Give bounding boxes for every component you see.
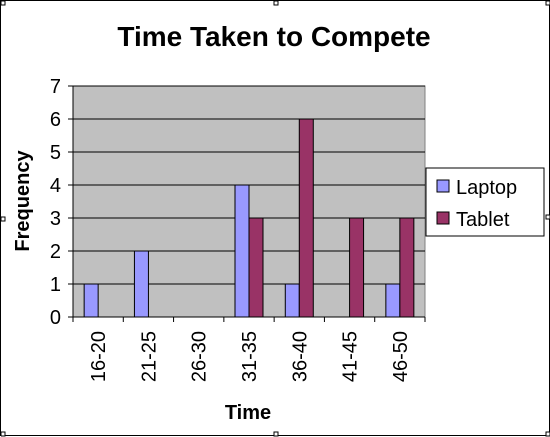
bar-tablet xyxy=(399,217,415,318)
resize-handle-bottom[interactable] xyxy=(273,431,279,437)
bar-laptop xyxy=(284,283,300,318)
y-tick-label: 4 xyxy=(50,175,61,197)
resize-handle-bottom-left[interactable] xyxy=(1,431,6,437)
resize-handle-bottom-right[interactable] xyxy=(545,431,550,437)
x-tick-label: 26-30 xyxy=(189,331,211,382)
bar-laptop xyxy=(234,184,250,318)
y-axis-label: Frequency xyxy=(12,150,34,252)
y-tick-label: 1 xyxy=(50,274,61,296)
x-tick-label: 36-40 xyxy=(289,331,311,382)
legend-swatch-laptop xyxy=(436,179,450,193)
legend-swatch-tablet xyxy=(436,211,450,225)
bar-tablet xyxy=(248,217,264,318)
gridlines xyxy=(73,85,425,285)
x-tick-label: 46-50 xyxy=(390,331,412,382)
resize-handle-right[interactable] xyxy=(545,214,550,220)
y-tick-label: 5 xyxy=(50,142,61,164)
y-tick-label: 6 xyxy=(50,109,61,131)
legend-label-tablet: Tablet xyxy=(456,209,510,231)
legend-label-laptop: Laptop xyxy=(456,177,517,199)
y-tick-label: 0 xyxy=(50,307,61,329)
y-tick-label: 2 xyxy=(50,241,61,263)
bar-tablet xyxy=(349,217,365,318)
bar-laptop xyxy=(385,283,401,318)
y-axis-ticks: 0 1 2 3 4 5 6 7 xyxy=(50,76,73,329)
legend: Laptop Tablet xyxy=(425,167,545,237)
y-tick-label: 7 xyxy=(50,76,61,98)
resize-handle-left[interactable] xyxy=(1,216,6,222)
y-tick-label: 3 xyxy=(50,208,61,230)
bar-laptop xyxy=(133,250,149,318)
resize-handle-top-left[interactable] xyxy=(1,1,6,6)
bar-laptop xyxy=(83,283,99,318)
resize-handle-top-right[interactable] xyxy=(545,1,550,6)
x-tick-label: 31-35 xyxy=(239,331,261,382)
x-axis-label: Time xyxy=(225,402,271,424)
resize-handle-top[interactable] xyxy=(273,1,279,6)
x-axis-ticks: 16-20 21-25 26-30 31-35 36-40 41-45 46-50 xyxy=(72,317,426,382)
x-tick-label: 21-25 xyxy=(138,331,160,382)
bars xyxy=(83,118,415,318)
x-tick-label: 41-45 xyxy=(340,331,362,382)
chart-title: Time Taken to Compete xyxy=(117,21,430,52)
bar-tablet xyxy=(298,118,314,318)
legend-box xyxy=(425,167,545,237)
x-tick-label: 16-20 xyxy=(88,331,110,382)
